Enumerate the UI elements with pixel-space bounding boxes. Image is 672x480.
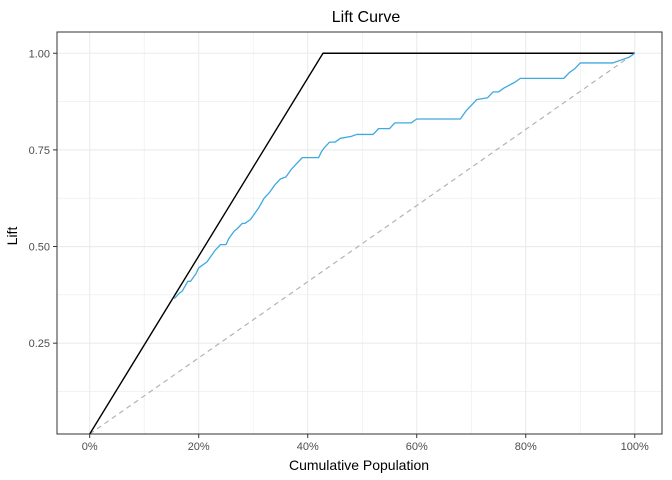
random-baseline-line <box>89 52 636 435</box>
axis-ticks: 0% 20% 40% 60% 80% 100% 0.25 0.50 0.75 1.00 <box>29 48 649 453</box>
x-tick-label: 60% <box>406 441 428 453</box>
x-tick-label: 0% <box>82 441 98 453</box>
y-tick-label: 0.25 <box>29 338 50 350</box>
y-tick-label: 1.00 <box>29 48 50 60</box>
y-tick-label: 0.75 <box>29 145 50 157</box>
x-tick-label: 80% <box>515 441 537 453</box>
x-tick-label: 20% <box>188 441 210 453</box>
grid-lines <box>57 32 662 434</box>
perfect-model-line <box>89 52 635 435</box>
y-axis-title: Lift <box>4 227 20 246</box>
x-tick-label: 100% <box>621 441 649 453</box>
panel-border <box>56 31 663 435</box>
model-lift-line <box>173 52 636 300</box>
series-lines <box>89 52 636 435</box>
y-tick-label: 0.50 <box>29 242 50 254</box>
chart-title: Lift Curve <box>332 9 401 26</box>
x-axis-title: Cumulative Population <box>289 457 429 473</box>
x-tick-label: 40% <box>297 441 319 453</box>
